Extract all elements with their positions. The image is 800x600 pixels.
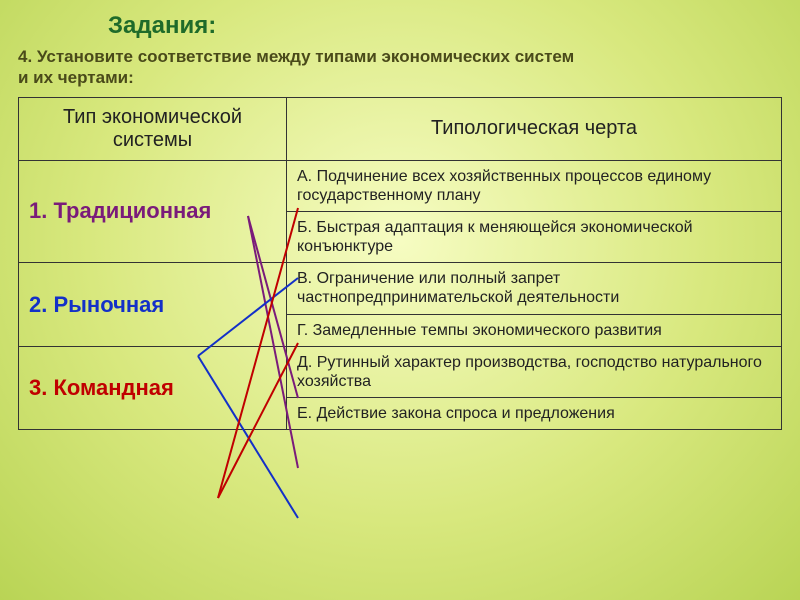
header-left: Тип экономической системы [19,97,287,160]
feature-a: А. Подчинение всех хозяйственных процесс… [287,160,782,211]
feature-c: В. Ограничение или полный запрет частноп… [287,263,782,314]
table-row: 3. Командная Д. Рутинный характер произв… [19,346,782,397]
table-header-row: Тип экономической системы Типологическая… [19,97,782,160]
slide-title: Задания: [108,12,782,40]
feature-b: Б. Быстрая адаптация к меняющейся эконом… [287,211,782,262]
type-command: 3. Командная [19,346,287,430]
feature-f: Е. Действие закона спроса и предложения [287,398,782,430]
task-prompt-line2: и их чертами: [18,68,134,87]
task-prompt: 4. Установите соответствие между типами … [18,46,782,89]
matching-table: Тип экономической системы Типологическая… [18,97,782,431]
feature-d: Г. Замедленные темпы экономического разв… [287,314,782,346]
header-right: Типологическая черта [287,97,782,160]
type-market: 2. Рыночная [19,263,287,347]
feature-e: Д. Рутинный характер производства, госпо… [287,346,782,397]
task-prompt-line1: 4. Установите соответствие между типами … [18,47,574,66]
type-traditional: 1. Традиционная [19,160,287,263]
table-row: 1. Традиционная А. Подчинение всех хозяй… [19,160,782,211]
slide-content: Задания: 4. Установите соответствие межд… [0,0,800,600]
table-row: 2. Рыночная В. Ограничение или полный за… [19,263,782,314]
